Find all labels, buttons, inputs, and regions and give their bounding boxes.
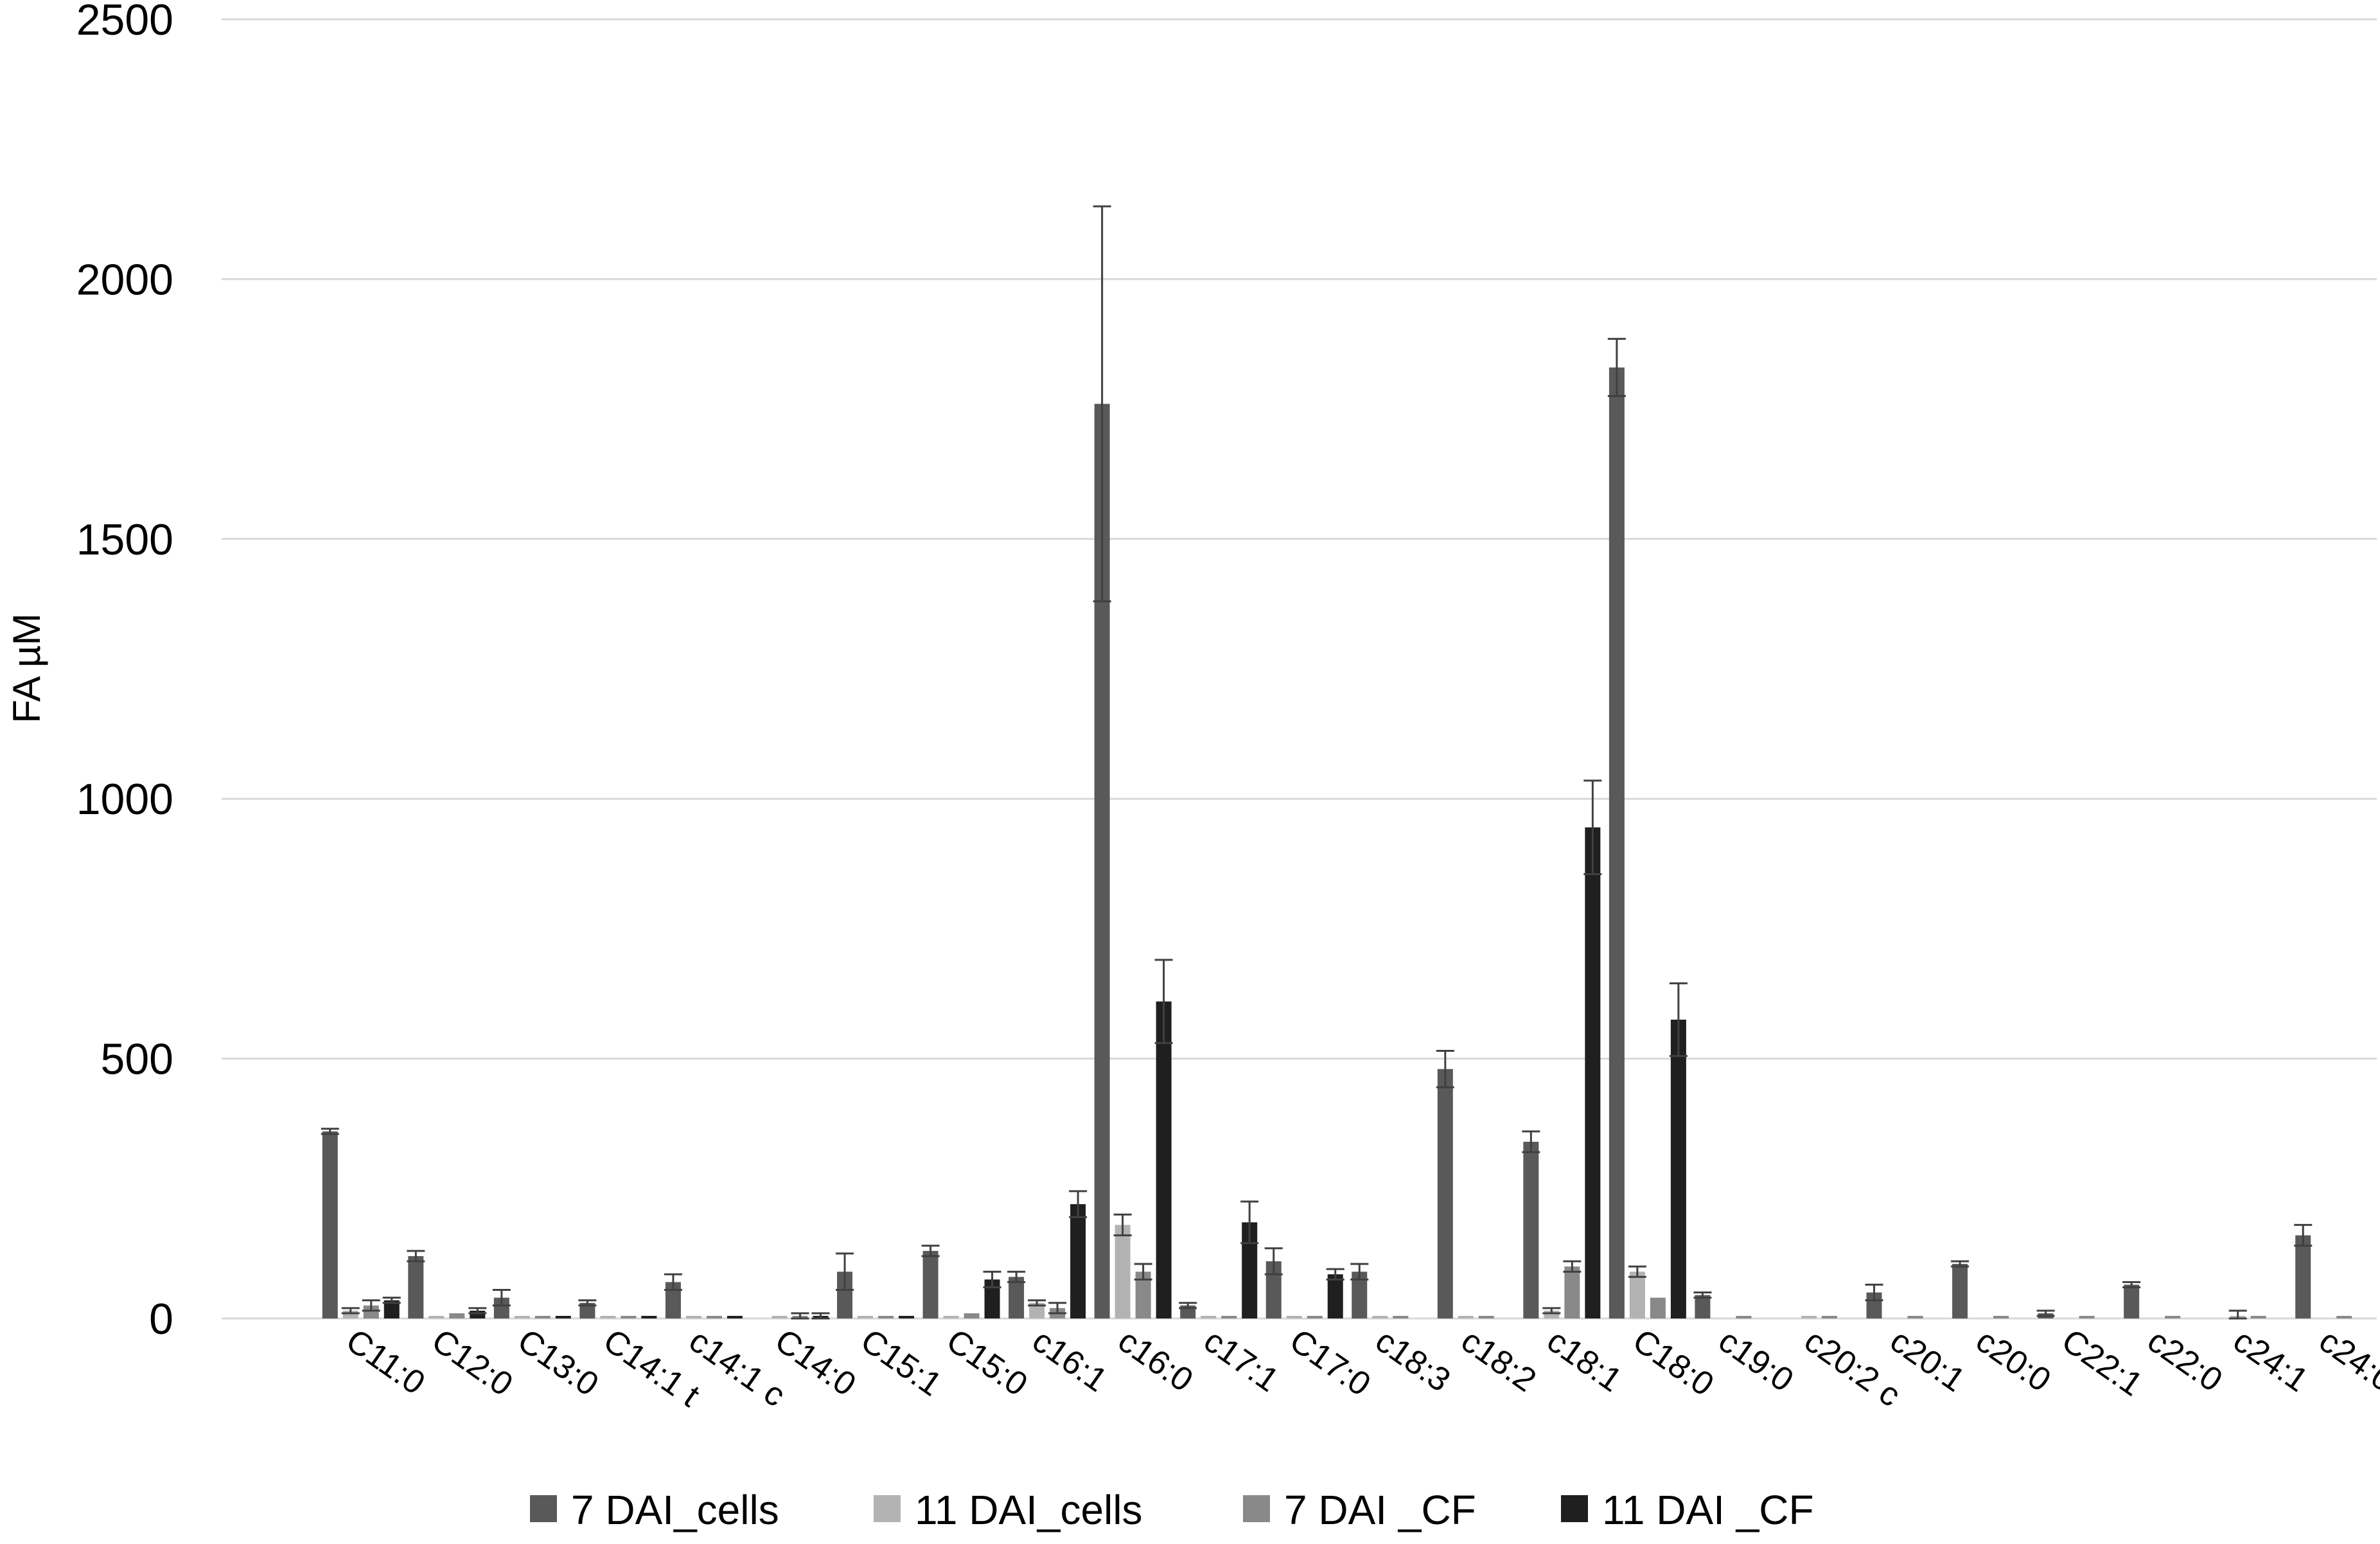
bar-7-dai_cells-c18-2 xyxy=(1437,1069,1453,1318)
bar-7-dai-_cf-c24-1 xyxy=(2250,1315,2266,1318)
bar-7-dai-_cf-c14-1-c xyxy=(706,1315,722,1318)
bar-7-dai-_cf-c18-3 xyxy=(1393,1315,1409,1318)
x-category-label: c22:0 xyxy=(2140,1322,2228,1399)
bar-7-dai_cells-c19-0 xyxy=(1695,1295,1711,1318)
bar-11-dai_cells-c13-0 xyxy=(514,1315,530,1318)
y-axis-title: FA µM xyxy=(5,613,48,723)
legend-label: 7 DAI_cells xyxy=(571,1487,779,1533)
bars xyxy=(321,205,2352,1320)
bar-7-dai-_cf-c15-0 xyxy=(964,1313,980,1318)
bar-7-dai-_cf-c20-1 xyxy=(1907,1315,1923,1318)
bar-7-dai_cells-c24-0 xyxy=(2295,1235,2311,1318)
bar-11-dai_cells-c15-1 xyxy=(858,1315,874,1318)
bar-7-dai_cells-c11-0 xyxy=(322,1131,338,1318)
bar-7-dai-_cf-c18-0 xyxy=(1650,1297,1666,1318)
x-category-label: c16:1 xyxy=(1025,1322,1113,1399)
bar-11-dai_cells-c16-0 xyxy=(1115,1225,1131,1318)
bar-7-dai-_cf-c15-1 xyxy=(878,1315,894,1318)
bar-11-dai_cells-c17-1 xyxy=(1201,1315,1217,1318)
x-category-label: c24:0 xyxy=(2313,1322,2380,1399)
y-tick-label: 500 xyxy=(101,1035,173,1084)
x-category-label: C15:0 xyxy=(940,1322,1034,1403)
x-category-label: c17:1 xyxy=(1197,1322,1285,1399)
bar-7-dai-_cf-c17-0 xyxy=(1307,1315,1323,1318)
x-category-label: c14:1 c xyxy=(682,1322,792,1414)
x-category-label: c19:0 xyxy=(1712,1322,1800,1399)
bar-11-dai_cells-c12-0 xyxy=(428,1315,445,1318)
bar-11-dai_cells-c18-2 xyxy=(1458,1315,1474,1318)
x-category-label: c20:2 c xyxy=(1797,1322,1907,1414)
bar-7-dai_cells-c20-0 xyxy=(1952,1264,1968,1318)
legend-swatch xyxy=(1561,1495,1588,1522)
legend-swatch xyxy=(1243,1495,1270,1522)
bar-7-dai-_cf-c17-1 xyxy=(1221,1315,1237,1318)
bar-7-dai_cells-c15-0 xyxy=(922,1250,939,1318)
legend-label: 11 DAI_cells xyxy=(915,1487,1143,1533)
bar-7-dai-_cf-c22-0 xyxy=(2165,1315,2181,1318)
x-category-label: C18:0 xyxy=(1626,1322,1720,1403)
bar-7-dai-_cf-c18-2 xyxy=(1478,1315,1494,1318)
bar-7-dai-_cf-c18-1 xyxy=(1564,1266,1580,1318)
y-axis-ticks: 0 500 1000 1500 2000 2500 xyxy=(76,0,173,1344)
bar-11-dai-_cf-c16-0 xyxy=(1156,1001,1172,1318)
bar-7-dai-_cf-c19-0 xyxy=(1736,1315,1752,1318)
legend-swatch xyxy=(874,1495,901,1522)
x-category-label: c18:2 xyxy=(1454,1322,1542,1399)
bar-11-dai-_cf-c17-0 xyxy=(1327,1274,1343,1318)
legend-swatch xyxy=(530,1495,557,1522)
legend: 7 DAI_cells 11 DAI_cells 7 DAI _CF 11 DAI _… xyxy=(530,1487,1814,1533)
x-category-label: c20:0 xyxy=(1969,1322,2057,1399)
bar-7-dai_cells-c18-0 xyxy=(1609,367,1625,1318)
bar-7-dai-_cf-c22-1 xyxy=(2079,1315,2095,1318)
bar-11-dai_cells-c14-1-t xyxy=(600,1315,616,1318)
x-category-label: C12:0 xyxy=(425,1322,520,1403)
x-category-label: c18:3 xyxy=(1369,1322,1457,1399)
bar-11-dai_cells-c18-3 xyxy=(1372,1315,1388,1318)
bar-7-dai-_cf-c11-0 xyxy=(363,1305,379,1318)
bar-7-dai-_cf-c20-0 xyxy=(1993,1315,2009,1318)
gridlines xyxy=(222,18,2377,1320)
y-tick-label: 1500 xyxy=(76,515,173,564)
bar-11-dai-_cf-c14-1-t xyxy=(641,1315,657,1318)
y-tick-label: 2000 xyxy=(76,255,173,304)
x-category-label: C13:0 xyxy=(511,1322,605,1403)
bar-7-dai_cells-c16-1 xyxy=(1009,1277,1025,1318)
legend-label: 7 DAI _CF xyxy=(1284,1487,1476,1533)
bar-7-dai-_cf-c14-1-t xyxy=(621,1315,637,1318)
bar-7-dai_cells-c18-1 xyxy=(1523,1142,1539,1318)
x-category-label: c18:1 xyxy=(1540,1322,1628,1399)
bar-11-dai-_cf-c13-0 xyxy=(555,1315,571,1318)
bar-7-dai-_cf-c13-0 xyxy=(534,1315,551,1318)
bar-11-dai-_cf-c18-1 xyxy=(1585,827,1601,1318)
bar-11-dai_cells-c17-0 xyxy=(1286,1315,1302,1318)
legend-label: 11 DAI _CF xyxy=(1602,1487,1814,1533)
x-category-label: C15:1 xyxy=(854,1322,948,1403)
bar-11-dai_cells-c18-0 xyxy=(1629,1272,1645,1318)
bar-11-dai_cells-c15-0 xyxy=(943,1315,959,1318)
bar-11-dai-_cf-c18-0 xyxy=(1670,1019,1686,1318)
bar-7-dai_cells-c22-0 xyxy=(2124,1284,2140,1318)
bar-7-dai-_cf-c12-0 xyxy=(449,1313,465,1318)
x-category-label: C22:1 xyxy=(2055,1322,2149,1403)
bar-11-dai_cells-c20-2-c xyxy=(1801,1315,1817,1318)
bar-11-dai_cells-c14-0 xyxy=(771,1315,788,1318)
bar-11-dai-_cf-c15-1 xyxy=(899,1315,915,1318)
bar-11-dai_cells-c14-1-c xyxy=(685,1315,701,1318)
x-category-label: c24:1 xyxy=(2226,1322,2314,1399)
bar-11-dai-_cf-c14-1-c xyxy=(727,1315,743,1318)
y-tick-label: 0 xyxy=(149,1295,173,1344)
y-tick-label: 2500 xyxy=(76,0,173,44)
bar-11-dai-_cf-c16-1 xyxy=(1070,1204,1086,1318)
x-category-label: c16:0 xyxy=(1111,1322,1199,1399)
x-category-label: C11:0 xyxy=(339,1322,432,1402)
bar-7-dai_cells-c12-0 xyxy=(408,1256,424,1318)
x-category-label: C14:1 t xyxy=(597,1322,707,1414)
bar-7-dai-_cf-c24-0 xyxy=(2336,1315,2352,1318)
bar-7-dai-_cf-c20-2-c xyxy=(1821,1315,1837,1318)
y-tick-label: 1000 xyxy=(76,775,173,824)
x-category-label: C17:0 xyxy=(1283,1322,1377,1403)
